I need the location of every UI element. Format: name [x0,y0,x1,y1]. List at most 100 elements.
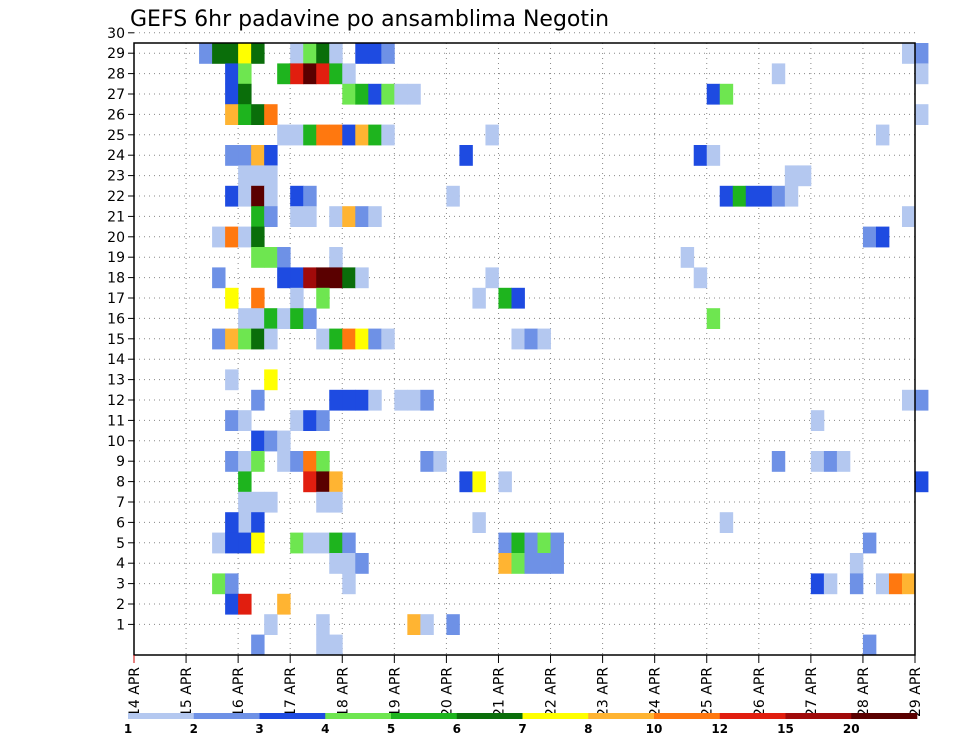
chart-title: GEFS 6hr padavine po ansamblima Negotin [130,7,609,32]
heatmap-cell [915,389,929,411]
heatmap-cell [316,63,330,85]
heatmap-cell [511,328,525,350]
y-tick-label: 25 [107,128,125,144]
heatmap-cell [342,532,356,554]
y-tick-label: 5 [116,536,125,552]
heatmap-cell [290,287,304,309]
heatmap-cell [342,267,356,289]
heatmap-cell [329,553,343,574]
heatmap-cell [238,83,252,105]
heatmap-cell [680,247,695,268]
heatmap-cell [485,267,499,289]
x-tick-label: 26 APR [752,667,768,717]
heatmap-cell [875,573,890,595]
heatmap-cell [901,43,916,64]
heatmap-cell [901,573,916,595]
colorbar-label: 15 [777,722,794,736]
heatmap-cell [316,328,330,350]
heatmap-cell [225,451,239,472]
heatmap-cell [706,83,721,105]
heatmap-cell [264,369,278,391]
heatmap-cell [446,614,460,635]
colorbar-label: 6 [453,722,461,736]
heatmap-cell [329,491,343,513]
heatmap-cell [316,532,330,554]
x-tick-label: 16 APR [231,667,247,717]
heatmap-cell [251,430,265,452]
y-tick-label: 12 [107,393,125,409]
y-tick-label: 30 [107,26,125,42]
x-tick-label: 21 APR [491,667,507,717]
heatmap-cell [368,328,382,350]
heatmap-cell [264,185,278,207]
heatmap-cell [251,512,265,533]
y-tick-label: 8 [116,475,125,491]
x-tick-label: 17 APR [283,667,299,717]
heatmap-cell [290,63,304,85]
heatmap-cell [381,124,395,146]
x-tick-label: 29 APR [908,667,924,717]
heatmap-cell [303,267,317,289]
heatmap-cell [355,389,369,411]
heatmap-cell [329,247,343,268]
heatmap-cell [368,206,382,227]
heatmap-cell [771,185,786,207]
heatmap-cell [797,165,812,187]
heatmap-cell [212,267,226,289]
heatmap-cell [212,532,226,554]
heatmap-cell [355,83,369,105]
heatmap-cell [238,226,252,248]
heatmap-cell [290,267,304,289]
colorbar-label: 5 [387,722,395,736]
heatmap-cell [511,287,525,309]
heatmap-cell [888,573,903,595]
heatmap-cell [238,145,252,166]
colorbar-label: 8 [584,722,592,736]
heatmap-cell [329,471,343,493]
heatmap-cell [225,226,239,248]
heatmap-cell [915,63,929,85]
colorbar-label: 1 [124,722,132,736]
heatmap-cell [316,451,330,472]
x-tick-label: 23 APR [596,667,612,717]
colorbar-label: 20 [843,722,860,736]
heatmap-cell [342,63,356,85]
heatmap-cell [277,593,291,615]
heatmap-cell [706,308,721,329]
heatmap-cell [368,124,382,146]
heatmap-cell [277,267,291,289]
heatmap-cell [342,83,356,105]
heatmap-cell [316,410,330,431]
y-tick-label: 11 [107,413,125,429]
colorbar-swatch [391,713,458,719]
heatmap-cell [303,308,317,329]
heatmap-cell [537,532,551,554]
heatmap-cell [225,593,239,615]
x-tick-label: 27 APR [804,667,820,717]
heatmap-cell [251,451,265,472]
y-axis: 1234567891011121314151617181920212223242… [107,26,134,633]
heatmap-cell [381,83,395,105]
colorbar-label: 4 [321,722,329,736]
y-tick-label: 7 [116,495,125,511]
heatmap-cell [342,389,356,411]
y-tick-label: 23 [107,169,125,185]
heatmap-cell [381,43,395,64]
heatmap-cell [251,491,265,513]
heatmap-cell [329,43,343,64]
heatmap-cell [394,389,408,411]
heatmap-cell [407,83,421,105]
heatmap-cell [550,532,564,554]
heatmap-cell [303,206,317,227]
x-tick-label: 24 APR [648,667,664,717]
heatmap-cell [459,471,473,493]
heatmap-cell [693,267,708,289]
x-tick-label: 18 APR [335,667,351,717]
y-tick-label: 22 [107,189,125,205]
x-tick-label: 14 APR [127,667,143,717]
heatmap-cell [303,43,317,64]
heatmap-cell [342,124,356,146]
heatmap-cell [836,451,851,472]
heatmap-cell [251,43,265,64]
heatmap-cell [823,451,838,472]
